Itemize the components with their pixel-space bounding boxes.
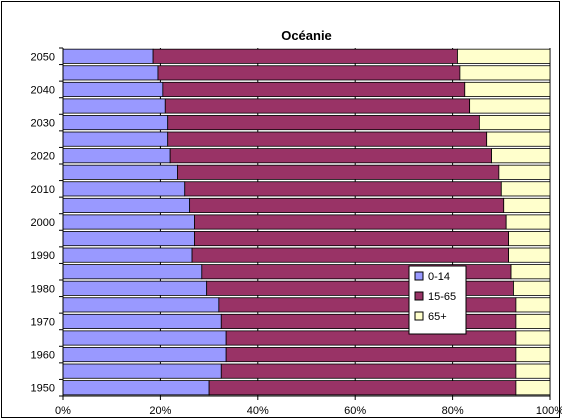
bar-segment-0-14	[62, 280, 208, 296]
bar-segment-0-14	[62, 264, 203, 280]
bar-segment-0-14	[62, 164, 178, 180]
y-tick-label: 2050	[31, 51, 55, 63]
bar-segment-0-14	[62, 231, 195, 247]
y-tick-label: 2040	[31, 84, 55, 96]
bar-segment-15-65	[225, 347, 517, 363]
y-tick-label: 2010	[31, 184, 55, 196]
bar-segment-15-65	[162, 81, 466, 97]
bar-segment-0-14	[62, 65, 159, 81]
bar-segment-65+	[478, 115, 551, 131]
bar-segment-0-14	[62, 148, 171, 164]
bar-segment-65+	[515, 363, 551, 379]
bar-segment-65+	[508, 247, 551, 263]
bar-segment-0-14	[62, 380, 210, 396]
bar-segment-65+	[515, 297, 551, 313]
bar-segment-65+	[515, 380, 551, 396]
bar-segment-15-65	[225, 330, 517, 346]
y-tick-label: 1950	[31, 383, 55, 395]
legend-swatch-65+	[414, 311, 424, 321]
bar-segment-65+	[459, 65, 551, 81]
bar-segment-0-14	[62, 363, 222, 379]
bar-segment-65+	[457, 48, 551, 64]
legend-label-15-65: 15-65	[428, 291, 456, 303]
bar-segment-65+	[505, 214, 551, 230]
bar-segment-65+	[515, 330, 551, 346]
legend-swatch-15-65	[414, 291, 424, 301]
bar-segment-65+	[498, 164, 551, 180]
x-tick-label: 40%	[247, 405, 269, 417]
bar-segment-15-65	[220, 363, 517, 379]
bar-segment-0-14	[62, 214, 195, 230]
bar-segment-0-14	[62, 181, 186, 197]
bar-segment-15-65	[206, 280, 514, 296]
bar-segment-0-14	[62, 297, 220, 313]
chart-title: Océanie	[281, 28, 332, 43]
legend-label-65+: 65+	[428, 311, 447, 323]
axes: 1950 1960 1970 1980 1990 2000 2010 2020 2030 2040…	[31, 47, 562, 417]
bar-segment-15-65	[167, 131, 488, 147]
bar-segment-0-14	[62, 48, 154, 64]
legend-label-0-14: 0-14	[428, 271, 450, 283]
bar-segment-0-14	[62, 197, 191, 213]
bar-segment-15-65	[220, 313, 517, 329]
y-tick-label: 1970	[31, 316, 55, 328]
bar-segment-15-65	[194, 231, 510, 247]
legend-swatch-0-14	[414, 271, 424, 281]
x-tick-label: 20%	[149, 405, 171, 417]
x-tick-label: 100%	[536, 405, 562, 417]
bar-segment-15-65	[208, 380, 517, 396]
y-tick-label: 1960	[31, 350, 55, 362]
bar-segment-0-14	[62, 98, 166, 114]
bar-segment-0-14	[62, 247, 193, 263]
bar-segment-15-65	[157, 65, 461, 81]
bars	[62, 48, 551, 396]
bar-segment-0-14	[62, 131, 169, 147]
bar-segment-15-65	[152, 48, 458, 64]
bar-segment-0-14	[62, 330, 227, 346]
bar-segment-15-65	[194, 214, 507, 230]
bar-segment-15-65	[184, 181, 502, 197]
y-tick-label: 2000	[31, 217, 55, 229]
bar-segment-0-14	[62, 115, 169, 131]
bar-segment-65+	[486, 131, 551, 147]
y-tick-label: 1990	[31, 250, 55, 262]
bar-segment-65+	[469, 98, 551, 114]
x-tick-label: 60%	[344, 405, 366, 417]
bar-segment-0-14	[62, 313, 222, 329]
bar-segment-65+	[508, 231, 551, 247]
y-tick-label: 1980	[31, 283, 55, 295]
bar-segment-65+	[515, 347, 551, 363]
bar-segment-65+	[503, 197, 551, 213]
bar-segment-65+	[491, 148, 551, 164]
bar-segment-65+	[464, 81, 551, 97]
x-tick-label: 80%	[442, 405, 464, 417]
bar-segment-15-65	[218, 297, 517, 313]
bar-segment-15-65	[169, 148, 492, 164]
bar-segment-15-65	[167, 115, 480, 131]
bar-segment-65+	[500, 181, 551, 197]
bar-segment-15-65	[177, 164, 500, 180]
bar-segment-15-65	[189, 197, 505, 213]
bar-segment-0-14	[62, 81, 164, 97]
bar-segment-65+	[515, 313, 551, 329]
y-tick-label: 2030	[31, 118, 55, 130]
bar-segment-0-14	[62, 347, 227, 363]
bar-segment-15-65	[191, 247, 510, 263]
bar-segment-65+	[513, 280, 551, 296]
y-tick-label: 2020	[31, 151, 55, 163]
legend: 0-14 15-65 65+	[408, 265, 467, 335]
x-tick-label: 0%	[55, 405, 71, 417]
bar-segment-15-65	[164, 98, 471, 114]
bar-segment-65+	[510, 264, 551, 280]
